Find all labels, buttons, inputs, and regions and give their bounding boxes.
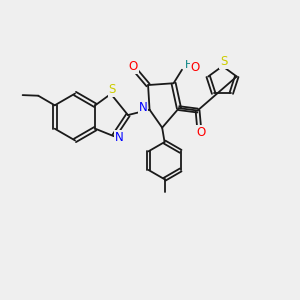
Text: S: S	[109, 83, 116, 96]
Text: O: O	[191, 61, 200, 74]
Text: N: N	[115, 131, 124, 144]
Text: N: N	[139, 101, 147, 114]
Text: O: O	[128, 60, 138, 73]
Text: S: S	[220, 55, 227, 68]
Text: O: O	[196, 126, 205, 139]
Text: H: H	[184, 60, 193, 70]
